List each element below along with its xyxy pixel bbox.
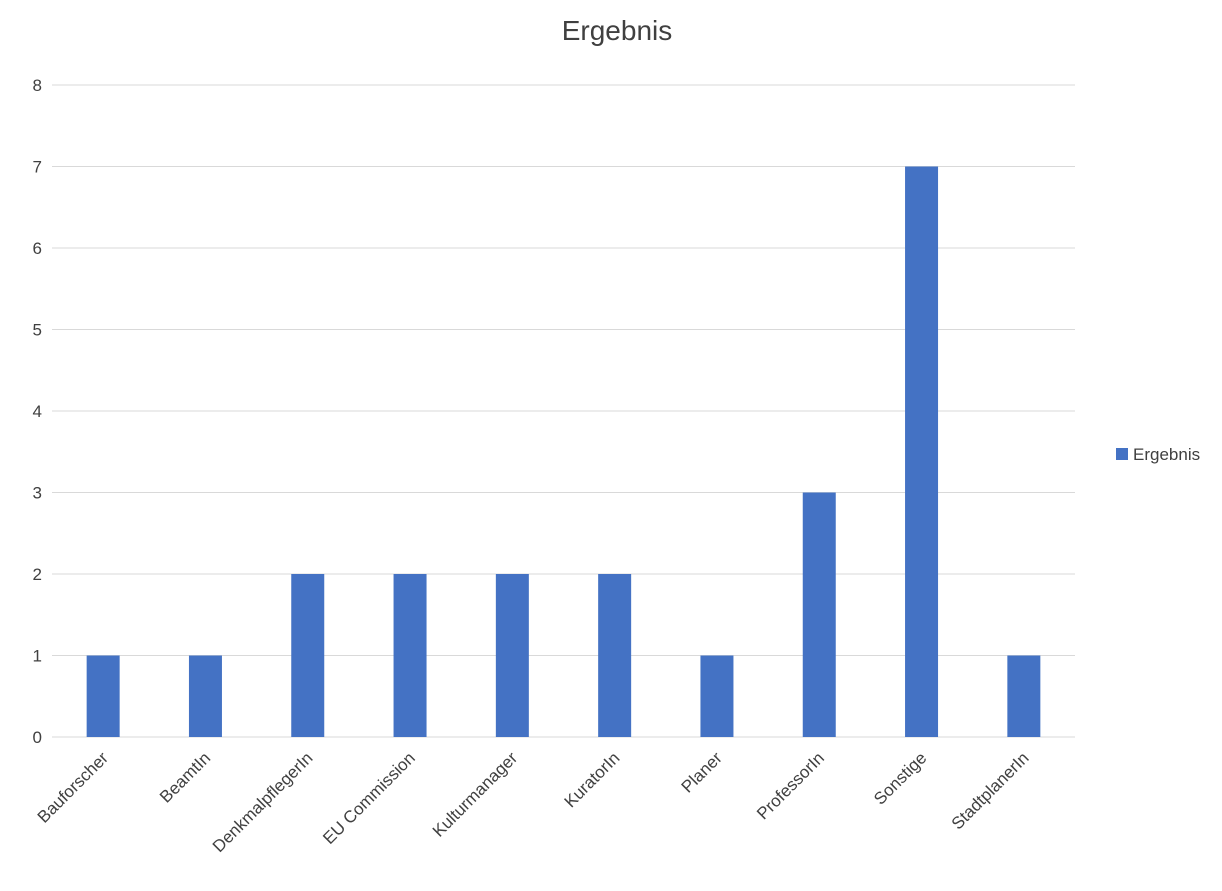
y-tick-label: 3 bbox=[33, 484, 42, 503]
bar bbox=[802, 492, 836, 737]
gridlines bbox=[52, 84, 1075, 738]
bar bbox=[1007, 655, 1041, 737]
bar bbox=[393, 574, 427, 737]
bars bbox=[86, 166, 1041, 737]
y-tick-label: 7 bbox=[33, 158, 42, 177]
x-tick-label: Kulturmanager bbox=[429, 748, 522, 841]
x-tick-label: StadtplanerIn bbox=[948, 748, 1033, 833]
bar bbox=[188, 655, 222, 737]
x-tick-label: Planer bbox=[678, 748, 726, 796]
y-tick-label: 0 bbox=[33, 728, 42, 747]
bar bbox=[495, 574, 529, 737]
y-tick-label: 6 bbox=[33, 239, 42, 258]
x-tick-label: Sonstige bbox=[870, 748, 930, 808]
chart-title: Ergebnis bbox=[562, 15, 673, 46]
x-tick-label: EU Commission bbox=[319, 748, 419, 848]
bar bbox=[700, 655, 734, 737]
bar bbox=[291, 574, 325, 737]
bar bbox=[86, 655, 120, 737]
legend-swatch bbox=[1116, 448, 1128, 460]
y-tick-label: 5 bbox=[33, 321, 42, 340]
legend-label: Ergebnis bbox=[1133, 445, 1200, 464]
x-tick-label: Bauforscher bbox=[34, 748, 112, 826]
y-tick-label: 2 bbox=[33, 565, 42, 584]
x-tick-label: BeamtIn bbox=[156, 748, 214, 806]
x-tick-label: ProfessorIn bbox=[753, 748, 828, 823]
bar bbox=[598, 574, 632, 737]
y-axis-ticks: 0 1 2 3 4 5 6 7 8 bbox=[33, 76, 42, 747]
x-tick-label: KuratorIn bbox=[561, 748, 624, 811]
x-tick-label: DenkmalpflegerIn bbox=[209, 748, 317, 856]
y-tick-label: 4 bbox=[33, 402, 42, 421]
bar bbox=[905, 166, 939, 737]
y-tick-label: 8 bbox=[33, 76, 42, 95]
y-tick-label: 1 bbox=[33, 647, 42, 666]
legend: Ergebnis bbox=[1116, 445, 1200, 464]
